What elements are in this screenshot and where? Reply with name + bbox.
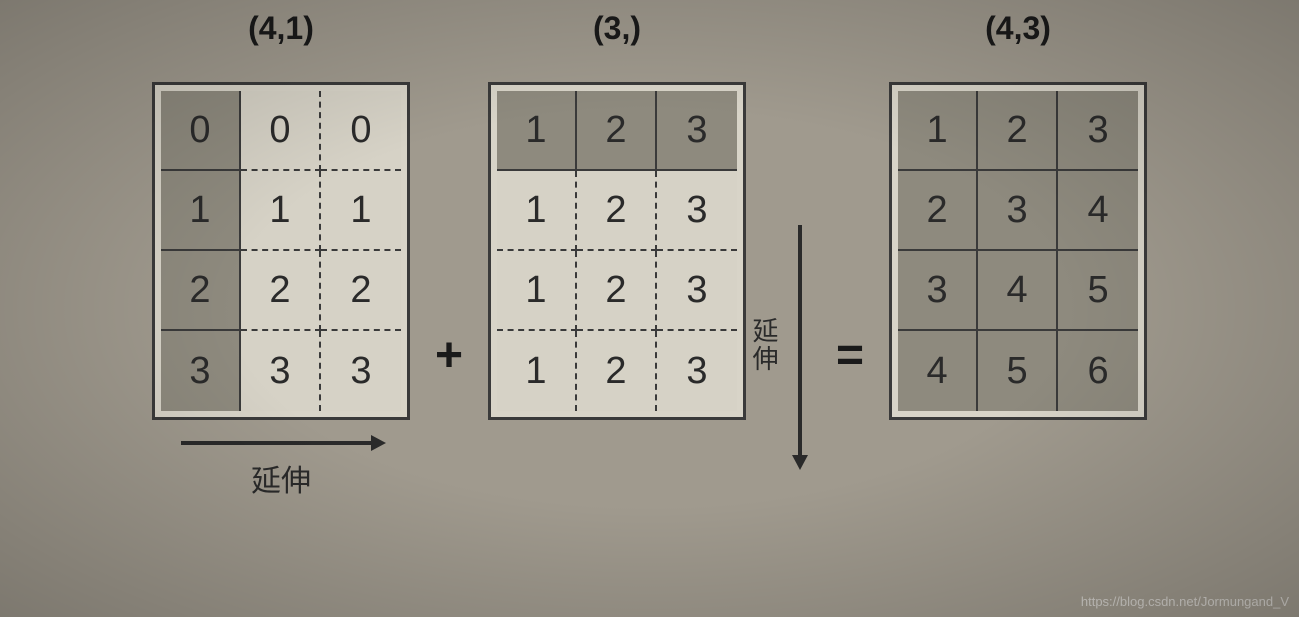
diagram-container: (4,1) 0 0 0 1 1 1 2 2 2 3 3 3 延伸 <box>0 0 1299 500</box>
cell-b-3-1: 2 <box>577 331 657 411</box>
matrix-a-panel: (4,1) 0 0 0 1 1 1 2 2 2 3 3 3 延伸 <box>152 10 410 500</box>
cell-a-3-1: 3 <box>241 331 321 411</box>
cell-c-3-1: 5 <box>978 331 1058 411</box>
cell-a-2-2: 2 <box>321 251 401 331</box>
cell-b-1-1: 2 <box>577 171 657 251</box>
cell-a-1-1: 1 <box>241 171 321 251</box>
cell-c-3-0: 4 <box>898 331 978 411</box>
cell-b-0-2: 3 <box>657 91 737 171</box>
cell-b-2-0: 1 <box>497 251 577 331</box>
matrix-b-title: (3,) <box>593 10 641 47</box>
matrix-c-grid: 1 2 3 2 3 4 3 4 5 4 5 6 <box>898 91 1138 411</box>
cell-b-0-0: 1 <box>497 91 577 171</box>
cell-b-0-1: 2 <box>577 91 657 171</box>
matrix-b-grid: 1 2 3 1 2 3 1 2 3 1 2 3 <box>497 91 737 411</box>
horizontal-arrow: 延伸 <box>176 432 386 500</box>
cell-c-2-1: 4 <box>978 251 1058 331</box>
cell-c-0-1: 2 <box>978 91 1058 171</box>
arrow-right-icon <box>176 432 386 454</box>
cell-a-1-2: 1 <box>321 171 401 251</box>
cell-c-1-0: 2 <box>898 171 978 251</box>
cell-c-2-0: 3 <box>898 251 978 331</box>
cell-c-1-2: 4 <box>1058 171 1138 251</box>
cell-a-3-2: 3 <box>321 331 401 411</box>
extend-h-label: 延伸 <box>251 456 311 500</box>
cell-a-2-1: 2 <box>241 251 321 331</box>
matrix-b-box: 1 2 3 1 2 3 1 2 3 1 2 3 <box>488 82 746 420</box>
matrix-a-box: 0 0 0 1 1 1 2 2 2 3 3 3 <box>152 82 410 420</box>
vertical-arrow: 延伸 <box>746 220 811 470</box>
cell-c-2-2: 5 <box>1058 251 1138 331</box>
plus-operator: + <box>435 328 463 383</box>
matrix-a-title: (4,1) <box>248 10 314 47</box>
matrix-b-panel: (3,) 1 2 3 1 2 3 1 2 3 1 2 3 <box>488 10 746 420</box>
cell-b-3-0: 1 <box>497 331 577 411</box>
cell-c-1-1: 3 <box>978 171 1058 251</box>
cell-b-3-2: 3 <box>657 331 737 411</box>
matrix-a-grid: 0 0 0 1 1 1 2 2 2 3 3 3 <box>161 91 401 411</box>
cell-a-0-2: 0 <box>321 91 401 171</box>
arrow-down-icon <box>789 220 811 470</box>
cell-b-2-2: 3 <box>657 251 737 331</box>
cell-a-2-0: 2 <box>161 251 241 331</box>
cell-a-3-0: 3 <box>161 331 241 411</box>
cell-c-3-2: 6 <box>1058 331 1138 411</box>
watermark-text: https://blog.csdn.net/Jormungand_V <box>1081 594 1289 609</box>
cell-b-1-2: 3 <box>657 171 737 251</box>
extend-v-label: 延伸 <box>746 317 783 373</box>
matrix-c-box: 1 2 3 2 3 4 3 4 5 4 5 6 <box>889 82 1147 420</box>
equals-operator: = <box>836 328 864 383</box>
cell-b-2-1: 2 <box>577 251 657 331</box>
cell-c-0-2: 3 <box>1058 91 1138 171</box>
cell-b-1-0: 1 <box>497 171 577 251</box>
cell-a-0-0: 0 <box>161 91 241 171</box>
cell-a-0-1: 0 <box>241 91 321 171</box>
matrix-c-title: (4,3) <box>985 10 1051 47</box>
cell-c-0-0: 1 <box>898 91 978 171</box>
matrix-c-panel: (4,3) 1 2 3 2 3 4 3 4 5 4 5 6 <box>889 10 1147 420</box>
cell-a-1-0: 1 <box>161 171 241 251</box>
